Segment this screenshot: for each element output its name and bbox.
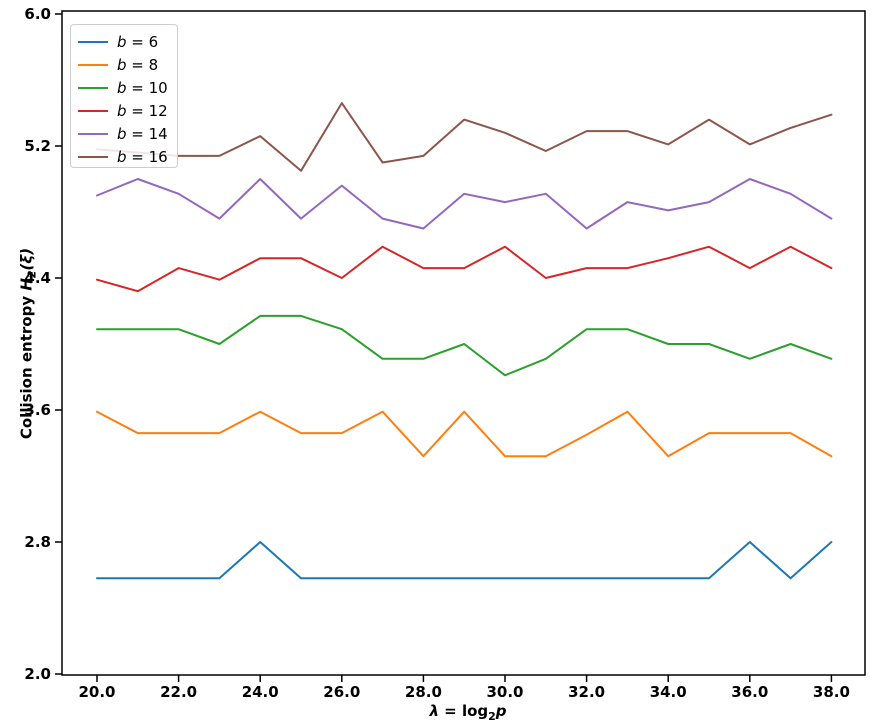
y-tick-label: 2.8 [24,533,51,551]
legend: b = 6 b = 8 b = 10 b = 12 b = 14 b = 16 [70,24,178,168]
legend-line-sample [78,109,108,112]
legend-item-b6: b = 6 [78,30,177,53]
legend-label: b = 12 [117,101,168,120]
x-tick-label: 38.0 [813,683,850,701]
legend-item-b8: b = 8 [78,53,177,76]
x-axis-label: λ = log2p [429,702,507,723]
legend-item-b16: b = 16 [78,145,177,168]
x-tick-label: 24.0 [242,683,279,701]
legend-item-b12: b = 12 [78,99,177,122]
x-tick-label: 20.0 [78,683,115,701]
x-tick-label: 34.0 [650,683,687,701]
legend-item-b10: b = 10 [78,76,177,99]
series-line-b8 [96,410,833,458]
x-tick-label: 36.0 [731,683,768,701]
legend-line-sample [78,132,108,135]
y-tick-label: 3.6 [24,401,51,419]
x-tick-label: 28.0 [405,683,442,701]
legend-label: b = 8 [117,55,159,74]
x-tick-label: 22.0 [160,683,197,701]
axes-spines [61,10,866,676]
legend-line-sample [78,86,108,89]
legend-line-sample [78,155,108,158]
y-axis-label-text: Collision entropy [17,290,36,440]
x-tick-label: 30.0 [486,683,523,701]
legend-item-b14: b = 14 [78,122,177,145]
series-line-b12 [96,245,833,293]
legend-label: b = 10 [117,78,168,97]
x-tick-label: 26.0 [323,683,360,701]
legend-line-sample [78,40,108,43]
series-line-b14 [96,178,833,230]
legend-line-sample [78,63,108,66]
legend-label: b = 14 [117,124,168,143]
y-axis-label: Collision entropy H2(ξ) [17,247,39,440]
series-line-b6 [96,541,833,580]
series-line-b10 [96,314,833,377]
y-tick-label: 2.0 [24,665,51,683]
legend-label: b = 16 [117,147,168,166]
series-line-b16 [96,102,833,172]
y-tick-label: 4.4 [24,269,51,287]
y-tick-label: 5.2 [24,137,51,155]
y-tick-label: 6.0 [24,5,51,23]
legend-label: b = 6 [117,32,159,51]
x-tick-label: 32.0 [568,683,605,701]
